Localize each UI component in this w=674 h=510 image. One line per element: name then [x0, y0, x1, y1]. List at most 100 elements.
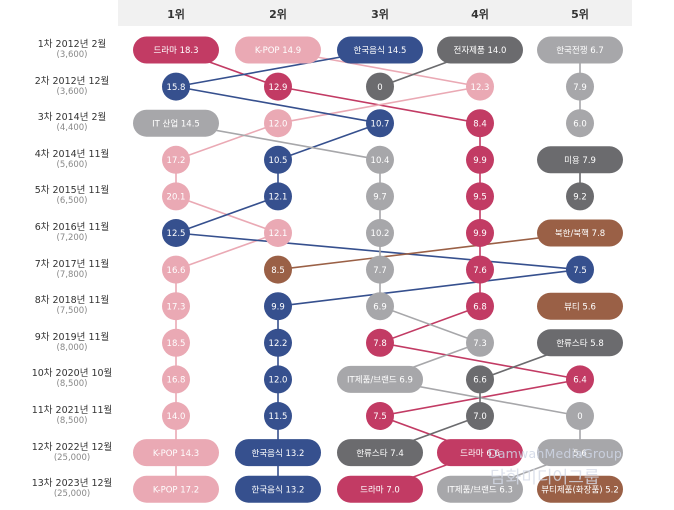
rank-circle: 17.3	[162, 292, 190, 321]
rank-circle: 6.8	[466, 292, 494, 321]
row-label-sample: (8,500)	[56, 379, 88, 390]
rank-pill: 드라마 7.0	[337, 475, 423, 503]
row-label-survey: 10차 2020년 10월	[31, 368, 113, 380]
column-header-rank-5: 5위	[571, 8, 589, 21]
node-label: 7.9	[573, 83, 587, 93]
circle-shape	[466, 255, 494, 284]
pill-shape	[537, 36, 623, 64]
circle-shape	[366, 328, 394, 357]
node-label: IT제품/브랜드 6.9	[347, 375, 413, 386]
rank-circle: 9.9	[264, 292, 292, 321]
row-label-survey: 5차 2015년 11월	[34, 185, 110, 197]
node-label: 6.8	[473, 302, 487, 312]
circle-shape	[162, 182, 190, 211]
rank-circle: 12.5	[162, 219, 190, 247]
rank-circle: 16.6	[162, 255, 190, 284]
circle-shape	[466, 219, 494, 247]
node-label: 드라마 18.3	[153, 46, 198, 56]
nodes: 드라마 18.3 K-POP 14.9 한국음식 14.5 전자제품 14.0 한국전쟁…	[133, 36, 623, 503]
node-label: 드라마 6.6	[460, 449, 500, 459]
rank-pill: K-POP 14.9	[235, 36, 321, 64]
circle-shape	[466, 109, 494, 138]
node-label: 10.7	[371, 119, 390, 129]
rank-circle: 12.0	[264, 365, 292, 394]
node-label: 10.4	[371, 156, 390, 166]
node-label: 7.8	[373, 339, 387, 349]
node-label: 14.0	[167, 412, 186, 422]
node-label: 16.8	[167, 376, 186, 386]
row-label-sample: (3,600)	[56, 86, 88, 97]
node-label: 16.6	[167, 266, 186, 276]
circle-shape	[264, 292, 292, 321]
rank-pill: 미용 7.9	[537, 146, 623, 174]
row-label-survey: 8차 2018년 11월	[34, 295, 110, 307]
circle-shape	[466, 145, 494, 174]
rank-circle: 9.9	[466, 145, 494, 174]
circle-shape	[366, 292, 394, 321]
circle-shape	[366, 109, 394, 138]
rank-circle: 9.2	[566, 182, 594, 211]
circle-shape	[466, 182, 494, 211]
row-label-survey: 3차 2014년 2월	[37, 112, 107, 124]
node-label: 9.9	[271, 302, 285, 312]
pill-shape	[537, 292, 623, 320]
pill-shape	[437, 475, 523, 503]
circle-shape	[162, 292, 190, 321]
rank-circle: 15.8	[162, 72, 190, 101]
row-label: 5차 2015년 11월 (6,500)	[16, 185, 128, 207]
pill-shape	[337, 365, 423, 393]
rank-circle: 12.2	[264, 328, 292, 357]
circle-shape	[162, 255, 190, 284]
row-label: 10차 2020년 10월 (8,500)	[16, 368, 128, 390]
node-label: 한국음식 13.2	[252, 449, 305, 459]
node-label: 뷰티제품(화장품) 5.2	[541, 484, 619, 495]
circle-shape	[466, 365, 494, 394]
node-label: 7.0	[473, 412, 487, 422]
circle-shape	[264, 182, 292, 211]
column-header-rank-2: 2위	[269, 8, 287, 21]
pill-shape	[337, 475, 423, 503]
connection-line	[277, 268, 581, 307]
rank-circle: 10.2	[366, 219, 394, 247]
rank-circle: 9.9	[466, 219, 494, 247]
circle-shape	[366, 182, 394, 211]
node-label: 0	[577, 412, 582, 422]
rank-circle: 12.9	[264, 72, 292, 101]
row-label: 7차 2017년 11월 (7,800)	[16, 259, 128, 281]
row-label-survey: 6차 2016년 11월	[34, 222, 110, 233]
rank-pill: 뷰티 5.6	[537, 292, 623, 320]
pill-shape	[133, 109, 219, 137]
row-label: 9차 2019년 11월 (8,000)	[16, 332, 128, 354]
rank-circle: 10.7	[366, 109, 394, 138]
rank-pill: K-POP 14.3	[133, 439, 219, 467]
rank-pill: 북한/북핵 7.8	[537, 219, 623, 247]
rank-circle: 9.5	[466, 182, 494, 211]
pill-shape	[437, 439, 523, 467]
rank-circle: 12.1	[264, 219, 292, 247]
node-label: 뷰티 5.6	[564, 302, 596, 312]
node-label: K-POP 14.3	[153, 449, 199, 459]
rank-circle: 10.4	[366, 145, 394, 174]
pill-shape	[537, 219, 623, 247]
row-label: 13차 2023년 12월 (25,000)	[16, 478, 128, 500]
circle-shape	[566, 365, 594, 394]
node-label: 20.1	[167, 193, 186, 203]
circle-shape	[264, 219, 292, 247]
rank-circle: 20.1	[162, 182, 190, 211]
pill-shape	[337, 439, 423, 467]
circle-shape	[466, 402, 494, 430]
row-label-survey: 4차 2014년 11월	[34, 148, 110, 160]
rank-circle: 16.8	[162, 365, 190, 394]
rank-circle: 12.1	[264, 182, 292, 211]
row-label: 12차 2022년 12월 (25,000)	[16, 442, 128, 464]
node-label: 6.6	[473, 376, 487, 386]
circle-shape	[566, 109, 594, 138]
rank-pill: 5.6	[537, 439, 623, 467]
connection-line	[175, 195, 279, 234]
pill-shape	[337, 36, 423, 64]
connection-line	[175, 122, 279, 161]
row-label: 6차 2016년 11월 (7,200)	[16, 222, 128, 244]
pill-shape	[235, 439, 321, 467]
